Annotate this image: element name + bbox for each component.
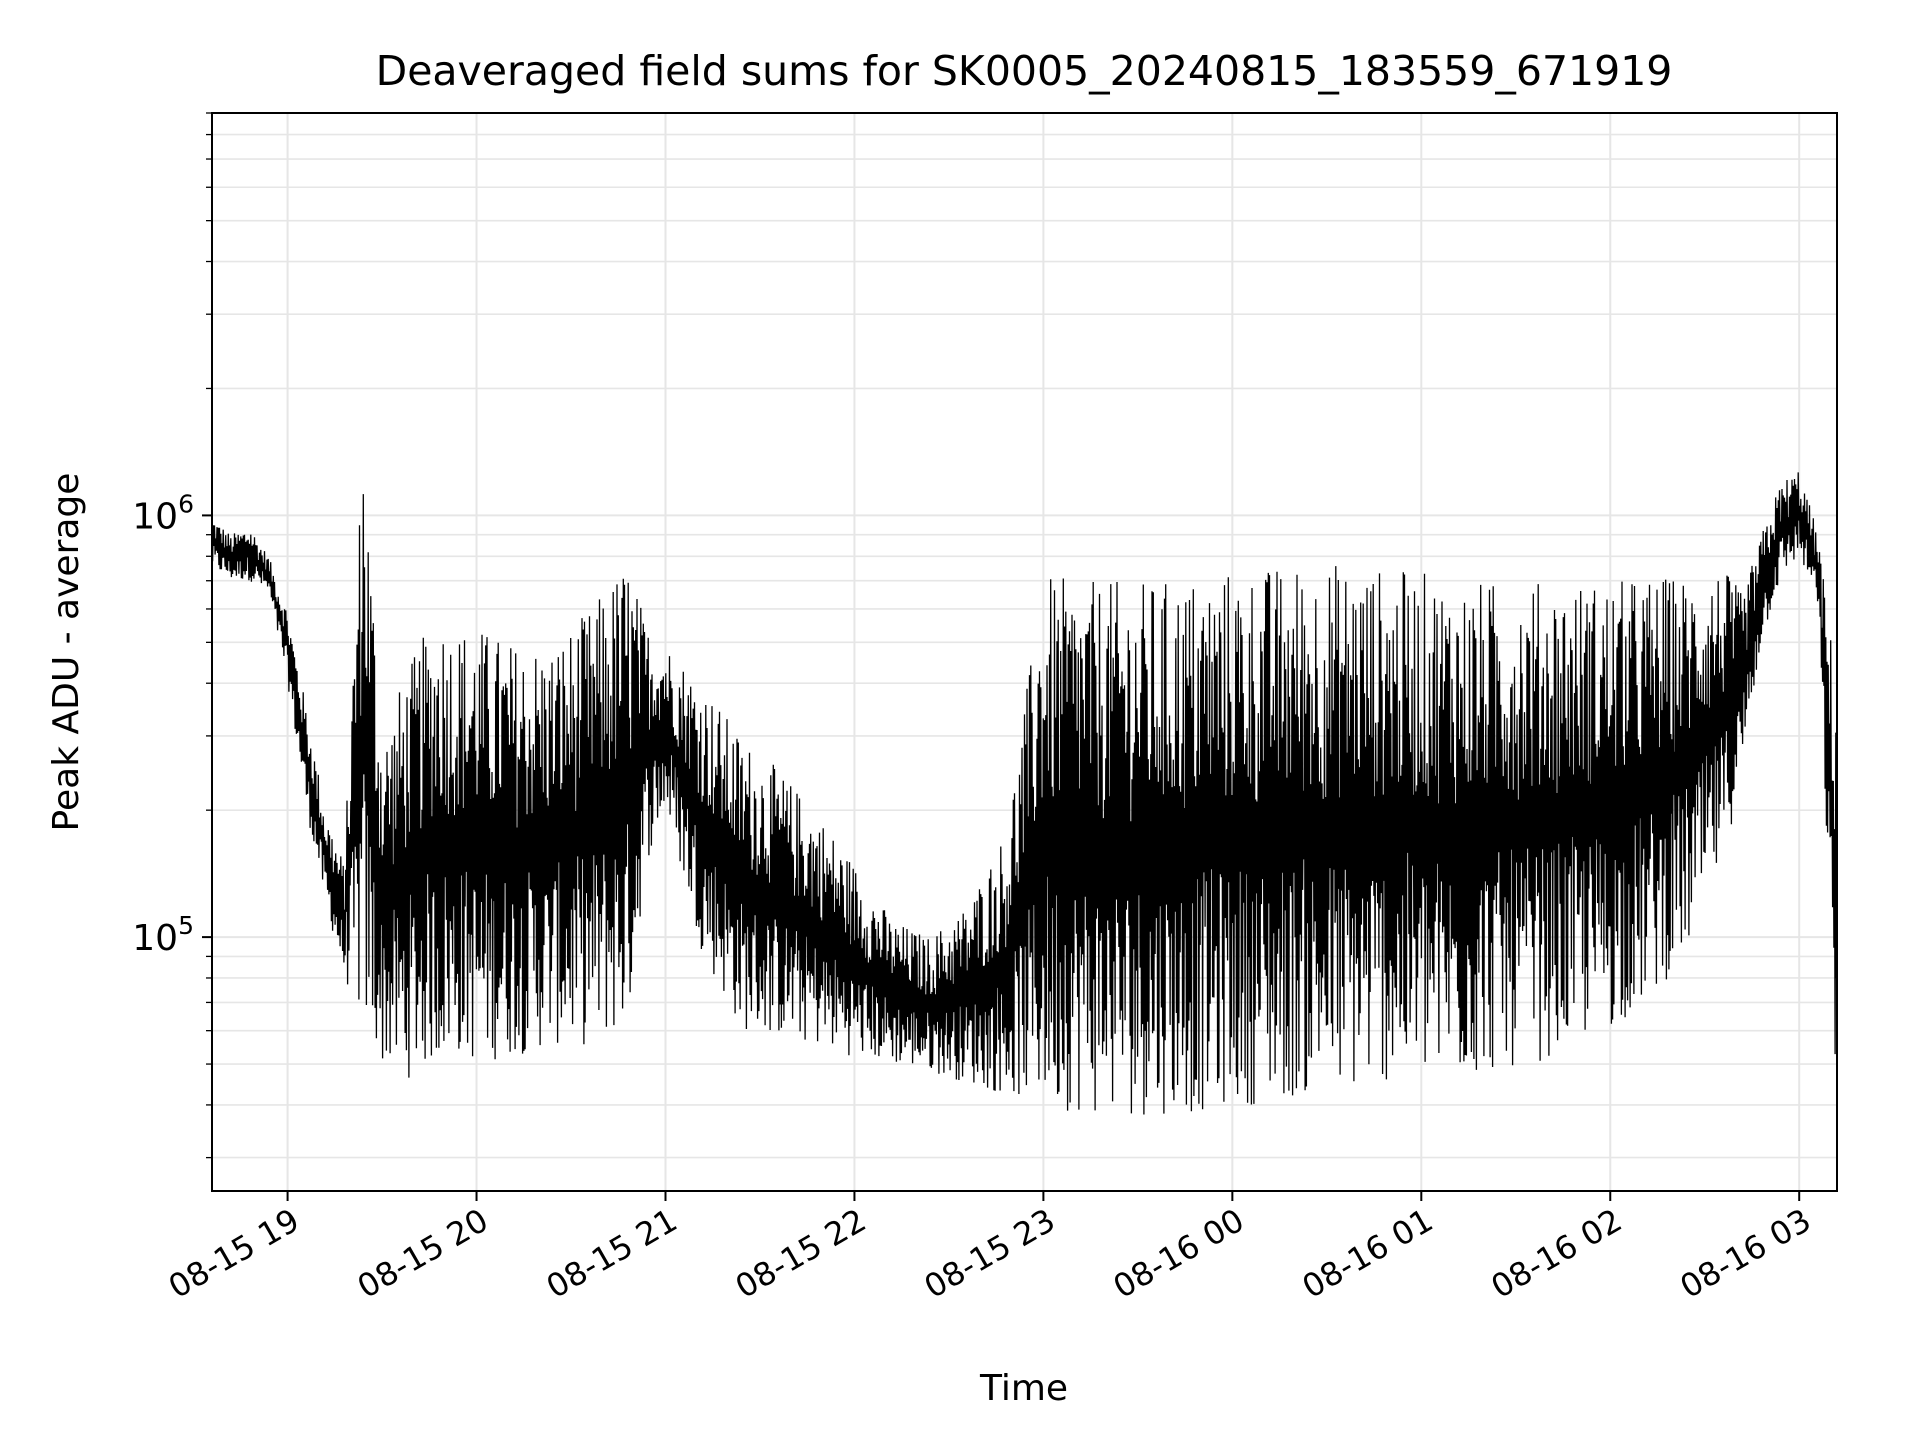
- x-tick-label: 08-16 00: [1107, 1201, 1251, 1306]
- y-axis-label: Peak ADU - average: [46, 473, 87, 832]
- x-tick-label: 08-15 23: [918, 1201, 1062, 1306]
- x-tick-label: 08-15 21: [540, 1201, 684, 1306]
- y-tick-label: 106: [132, 489, 194, 537]
- x-tick-label: 08-15 20: [351, 1201, 495, 1306]
- x-tick-label: 08-16 03: [1674, 1201, 1818, 1306]
- y-axis-ticks: 105 106: [132, 112, 212, 1159]
- x-tick-label: 08-15 19: [162, 1201, 306, 1306]
- y-tick-label: 105: [132, 911, 194, 959]
- plot-area-frame: [211, 112, 1838, 1192]
- x-tick-label: 08-16 02: [1485, 1201, 1629, 1306]
- x-axis-label: Time: [979, 1368, 1068, 1409]
- series-trace: [211, 472, 1838, 1115]
- data-series-layer: [211, 472, 1838, 1115]
- chart-title: Deaveraged field sums for SK0005_2024081…: [376, 47, 1673, 95]
- x-axis-ticks: 08-15 19 08-15 20 08-15 21 08-15 22 08-15 23…: [162, 1191, 1817, 1306]
- x-tick-label: 08-16 01: [1296, 1201, 1440, 1306]
- x-tick-label: 08-15 22: [729, 1201, 873, 1306]
